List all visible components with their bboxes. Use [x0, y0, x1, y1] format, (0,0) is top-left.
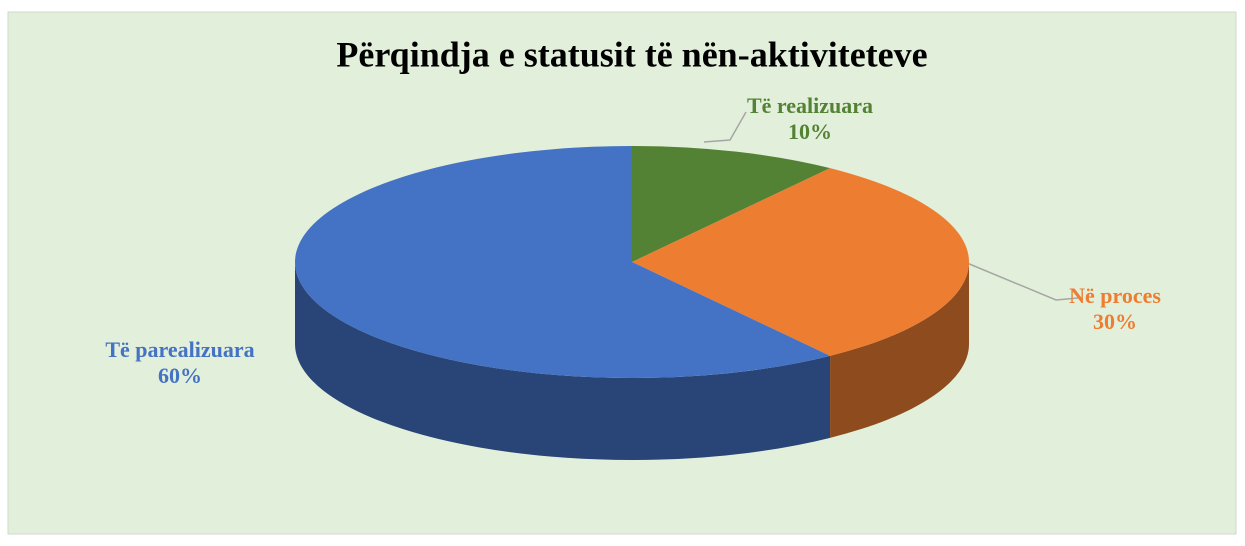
- slice-label: Të realizuara: [747, 93, 873, 118]
- slice-value-label: 30%: [1093, 309, 1137, 334]
- slice-label: Në proces: [1069, 283, 1161, 308]
- chart-title: Përqindja e statusit të nën-aktiviteteve: [336, 34, 927, 74]
- pie-side: [295, 262, 831, 461]
- slice-value-label: 60%: [158, 363, 202, 388]
- pie-slice: [632, 146, 831, 262]
- pie-side: [830, 262, 969, 438]
- slice-value-label: 10%: [788, 119, 832, 144]
- pie-tops: [295, 146, 970, 379]
- leader-line: [703, 111, 747, 143]
- pie-slice: [295, 146, 831, 379]
- pie-sides: [295, 262, 969, 461]
- slice-label: Të parealizuara: [105, 337, 254, 362]
- pie-slice: [632, 168, 970, 356]
- leader-line: [954, 257, 1079, 301]
